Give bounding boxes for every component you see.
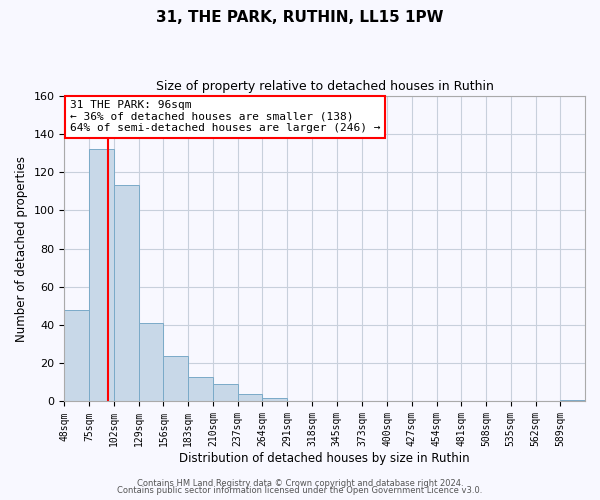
X-axis label: Distribution of detached houses by size in Ruthin: Distribution of detached houses by size … (179, 452, 470, 465)
Bar (213, 384, 238, 402)
Text: 31, THE PARK, RUTHIN, LL15 1PW: 31, THE PARK, RUTHIN, LL15 1PW (156, 10, 444, 25)
Bar (114, 186, 139, 402)
Text: Contains public sector information licensed under the Open Government Licence v3: Contains public sector information licen… (118, 486, 482, 495)
Y-axis label: Number of detached properties: Number of detached properties (15, 156, 28, 342)
Bar (163, 356, 188, 402)
Bar (262, 398, 287, 402)
Title: Size of property relative to detached houses in Ruthin: Size of property relative to detached ho… (156, 80, 494, 93)
Bar (89, 149, 114, 402)
Bar (64, 310, 89, 402)
Bar (238, 394, 262, 402)
Bar (560, 400, 585, 402)
Bar (139, 323, 163, 402)
Text: Contains HM Land Registry data © Crown copyright and database right 2024.: Contains HM Land Registry data © Crown c… (137, 478, 463, 488)
Bar (188, 376, 213, 402)
Text: 31 THE PARK: 96sqm
← 36% of detached houses are smaller (138)
64% of semi-detach: 31 THE PARK: 96sqm ← 36% of detached hou… (70, 100, 380, 134)
